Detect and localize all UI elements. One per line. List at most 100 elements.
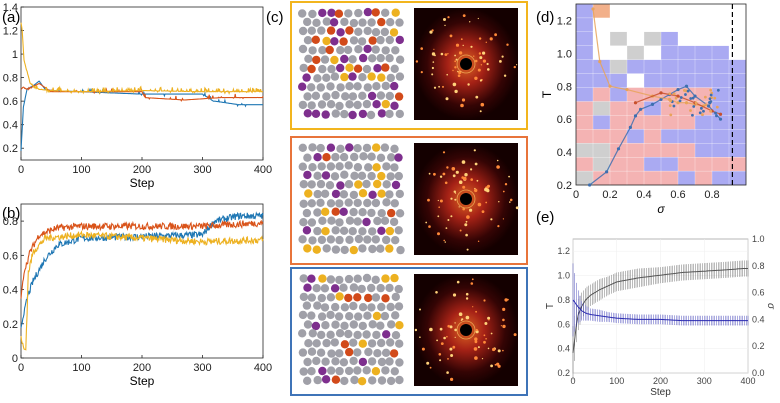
diffraction-spot: [449, 347, 453, 351]
particle: [371, 293, 381, 302]
diffraction-spot: [478, 52, 482, 55]
heatmap-cell: [711, 31, 730, 47]
particle: [353, 217, 362, 226]
heatmap-cell: [592, 3, 611, 19]
diffraction-spot: [454, 60, 457, 63]
heatmap-cell: [643, 115, 662, 130]
diffraction-spot: [437, 215, 440, 218]
heatmap-cell: [575, 73, 594, 88]
y-tick-label-left: 0.8: [557, 295, 570, 305]
heatmap-cell: [711, 3, 730, 19]
diffraction-spot: [477, 240, 480, 242]
y-tick-label-right: 0.2: [752, 341, 765, 351]
y-tick-label: 0.8: [557, 81, 572, 93]
particle: [354, 27, 363, 36]
diffraction-spot: [450, 197, 453, 200]
diffraction-spot: [458, 312, 463, 317]
particle: [368, 244, 377, 254]
diffraction-spot: [414, 328, 418, 332]
diffraction-spot: [513, 333, 517, 337]
particle: [376, 53, 385, 63]
diffraction-spot: [460, 319, 462, 321]
particle: [354, 45, 363, 54]
trajectory-point-blue: [659, 97, 663, 102]
cluster-point: [669, 113, 673, 117]
particle: [318, 216, 327, 225]
particle: [349, 207, 358, 217]
diffraction-spot: [450, 215, 453, 218]
particle: [336, 83, 345, 92]
y-tick-label-left: 1.0: [557, 271, 570, 281]
diffraction-spot: [447, 53, 449, 55]
particle: [377, 171, 386, 181]
x-tick-label: 300: [697, 376, 712, 386]
trajectory-point-yellow: [625, 87, 629, 92]
particle: [327, 8, 336, 17]
heatmap-cell: [592, 143, 611, 158]
diffraction-spot: [429, 327, 433, 332]
particle: [339, 207, 348, 216]
particle: [317, 235, 327, 245]
diffraction-spot: [465, 297, 469, 300]
y-tick-label-right: 0.4: [752, 314, 765, 324]
particle: [331, 357, 340, 366]
y-tick-label: 0.4: [557, 147, 572, 159]
trajectory-point-blue: [633, 114, 638, 118]
particle: [303, 320, 313, 329]
particle: [299, 180, 308, 189]
x-axis-label: Step: [130, 374, 155, 388]
particle: [372, 82, 381, 91]
particle: [321, 375, 331, 384]
particle: [349, 18, 359, 28]
y-tick-label: 0.4: [3, 120, 18, 132]
series-line-orange: [20, 82, 264, 102]
diffraction-spot: [469, 208, 473, 212]
cluster-point: [692, 105, 696, 108]
particle: [362, 366, 371, 375]
particle: [395, 358, 404, 367]
diffraction-spot: [494, 363, 497, 366]
diffraction-spot: [447, 16, 450, 19]
y-tick-label: 0.6: [3, 96, 18, 108]
diffraction-spot: [428, 172, 431, 175]
particle: [357, 171, 367, 180]
particle: [335, 366, 344, 376]
x-tick-label: 400: [254, 164, 272, 176]
particle: [387, 153, 396, 162]
diffraction-spot: [454, 336, 456, 338]
heatmap-cell: [575, 17, 594, 33]
particle: [307, 311, 316, 320]
heatmap-cell: [643, 45, 662, 61]
particle: [327, 349, 336, 358]
particle: [389, 28, 399, 37]
particle: [394, 302, 404, 311]
diffraction-spot: [439, 175, 443, 178]
particle: [340, 303, 350, 312]
heatmap-cell: [728, 170, 747, 186]
trajectory-blue: [589, 85, 721, 186]
diffraction-spot: [497, 225, 500, 228]
particle: [307, 367, 316, 376]
particle: [391, 8, 400, 17]
diffraction-spot: [444, 181, 448, 185]
particle: [326, 100, 336, 109]
particle: [372, 100, 381, 109]
chart-e-mean-trajectories: 0 100 200 300 400 0.2 0.4 0.6 0.8 1.0 1.2 0.0 0.2 0.4…: [545, 234, 776, 398]
heatmap-cell: [592, 31, 611, 47]
cluster-point: [698, 111, 702, 115]
particle: [353, 366, 362, 375]
trajectory-point-blue: [718, 117, 723, 121]
particle: [385, 226, 395, 236]
heatmap-cell: [660, 170, 679, 186]
particle: [371, 198, 381, 208]
diffraction-spot: [444, 53, 448, 56]
diffraction-spot: [446, 371, 449, 374]
y-tick-label-left: 0.2: [557, 368, 570, 378]
heatmap-cell: [677, 17, 696, 33]
particle: [334, 312, 344, 321]
particle: [298, 82, 307, 91]
heatmap-cell: [677, 157, 696, 172]
heatmap-cell: [677, 59, 696, 75]
particle: [386, 338, 395, 347]
